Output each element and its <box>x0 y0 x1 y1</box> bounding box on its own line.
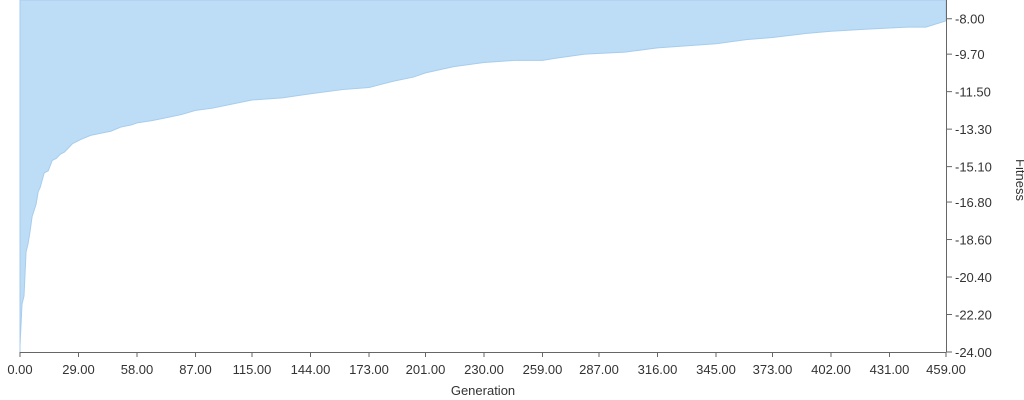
x-tick-label: 345.00 <box>696 362 736 377</box>
fitness-area <box>19 0 947 352</box>
y-axis-title: Fitness <box>1013 159 1024 201</box>
x-tick-label: 230.00 <box>464 362 504 377</box>
x-tick-label: 259.00 <box>523 362 563 377</box>
y-tick-label: -18.60 <box>955 233 992 248</box>
x-tick-label: 402.00 <box>811 362 851 377</box>
y-tick-label: -20.40 <box>955 270 992 285</box>
x-tick-label: 58.00 <box>121 362 154 377</box>
y-tick-label: -15.10 <box>955 160 992 175</box>
x-tick-label: 0.00 <box>7 362 32 377</box>
y-tick-label: -9.70 <box>955 47 985 62</box>
x-tick-label: 173.00 <box>349 362 389 377</box>
plot-area <box>19 0 947 352</box>
x-tick-label: 316.00 <box>638 362 678 377</box>
y-axis: -8.00 -9.70 -11.50 -13.30 -15.10 -16.80 -18.60… <box>946 0 992 360</box>
x-tick-label: 201.00 <box>406 362 446 377</box>
x-tick-label: 29.00 <box>62 362 95 377</box>
x-axis: 0.00 29.00 58.00 87.00 115.00 144.00 173.00 201… <box>7 352 966 377</box>
y-tick-label: -24.00 <box>955 345 992 360</box>
x-tick-label: 431.00 <box>870 362 910 377</box>
y-tick-label: -11.50 <box>955 85 991 100</box>
y-tick-label: -22.20 <box>955 308 992 323</box>
x-axis-title: Generation <box>451 383 515 398</box>
y-tick-label: -8.00 <box>955 12 985 27</box>
y-tick-label: -13.30 <box>955 122 992 137</box>
x-tick-label: 459.00 <box>926 362 966 377</box>
x-tick-label: 144.00 <box>291 362 331 377</box>
x-tick-label: 373.00 <box>753 362 793 377</box>
x-tick-label: 115.00 <box>233 362 272 377</box>
x-tick-label: 87.00 <box>179 362 212 377</box>
x-tick-label: 287.00 <box>579 362 619 377</box>
y-tick-label: -16.80 <box>955 195 992 210</box>
